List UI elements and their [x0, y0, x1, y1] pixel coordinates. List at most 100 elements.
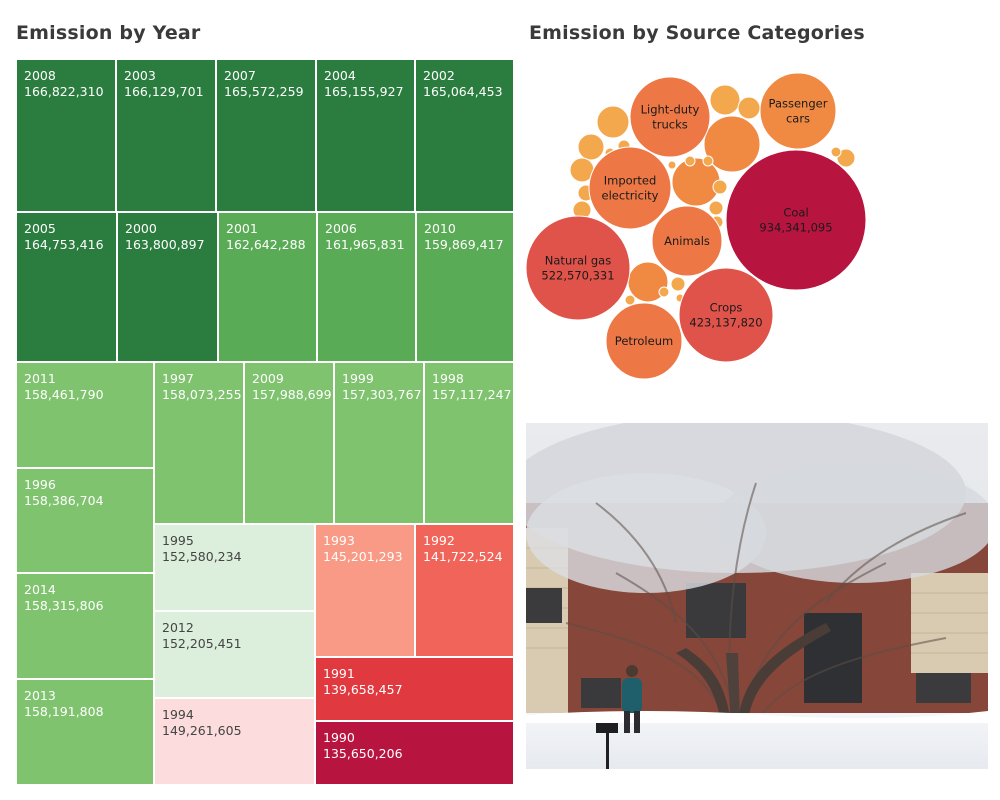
bubble-name: Crops [710, 301, 743, 315]
treemap-tile-1999: 1999 157,303,767 [334, 362, 424, 524]
bubble-animals: Animals [651, 205, 723, 277]
treemap-tile-1995: 1995 152,580,234 [154, 524, 315, 611]
small-bubble [596, 105, 630, 139]
treemap-tile-year: 1998 [432, 371, 464, 386]
small-bubble [737, 96, 761, 120]
bubble-light-duty-trucks: Light-duty trucks [629, 76, 711, 158]
treemap-tile-year: 2011 [24, 371, 56, 386]
bubble-circle [525, 215, 631, 321]
treemap-tile-value: 152,580,234 [162, 549, 242, 564]
small-bubble [708, 200, 724, 216]
small-bubble [830, 146, 842, 158]
treemap-tile-year: 2010 [424, 221, 456, 236]
treemap-tile-2003: 2003 166,129,701 [116, 59, 216, 212]
treemap-tile-1992: 1992 141,722,524 [415, 524, 514, 657]
treemap-tile-year: 2012 [162, 620, 194, 635]
bubble-value: 934,341,095 [759, 221, 832, 235]
treemap-tile-year: 2000 [125, 221, 157, 236]
treemap-tile-value: 161,965,831 [325, 237, 405, 252]
bubble-circle [629, 76, 711, 158]
treemap-tile-year: 2009 [252, 371, 284, 386]
treemap-tile-2006: 2006 161,965,831 [317, 212, 416, 362]
bubble-petroleum: Petroleum [605, 302, 683, 380]
treemap-tile-year: 1999 [342, 371, 374, 386]
treemap-tile-year: 1991 [323, 666, 355, 681]
treemap-tile-2012: 2012 152,205,451 [154, 611, 315, 698]
treemap-tile-2001: 2001 162,642,288 [218, 212, 317, 362]
treemap-tile-year: 2004 [324, 68, 356, 83]
treemap-tile-year: 2005 [24, 221, 56, 236]
small-bubble [684, 155, 696, 167]
treemap-tile-2007: 2007 165,572,259 [216, 59, 316, 212]
treemap-tile-value: 165,572,259 [224, 84, 304, 99]
treemap-tile-value: 157,988,699 [252, 387, 332, 402]
small-bubble [624, 294, 636, 306]
treemap-tile-value: 165,064,453 [423, 84, 503, 99]
bubble-value: 522,570,331 [541, 269, 614, 283]
treemap-tile-1998: 1998 157,117,247 [424, 362, 514, 524]
treemap-tile-value: 149,261,605 [162, 723, 242, 738]
treemap-tile-value: 158,461,790 [24, 387, 104, 402]
bubble-value: 423,137,820 [689, 316, 762, 330]
small-bubble [712, 179, 728, 195]
bubble-name: Coal [783, 206, 808, 220]
treemap-tile-year: 1995 [162, 533, 194, 548]
bubble-circle [759, 72, 837, 150]
treemap-tile-value: 164,753,416 [24, 237, 104, 252]
treemap-tile-value: 159,869,417 [424, 237, 504, 252]
treemap-tile-year: 1997 [162, 371, 194, 386]
treemap-tile-2011: 2011 158,461,790 [16, 362, 154, 468]
treemap-tile-year: 1994 [162, 707, 194, 722]
bubble-name: Passenger cars [769, 97, 828, 126]
treemap-tile-year: 2001 [226, 221, 258, 236]
treemap-title: Emission by Year [16, 22, 201, 44]
treemap-tile-year: 2007 [224, 68, 256, 83]
treemap-tile-1994: 1994 149,261,605 [154, 698, 315, 785]
treemap-tile-value: 166,822,310 [24, 84, 104, 99]
treemap-tile-year: 1993 [323, 533, 355, 548]
small-bubble [667, 160, 677, 170]
treemap-tile-value: 158,386,704 [24, 493, 104, 508]
treemap-tile-value: 145,201,293 [323, 549, 403, 564]
treemap-tile-value: 158,073,255 [162, 387, 242, 402]
treemap-tile-value: 163,800,897 [125, 237, 205, 252]
treemap-tile-2005: 2005 164,753,416 [16, 212, 117, 362]
treemap-tile-value: 152,205,451 [162, 636, 242, 651]
treemap-tile-year: 1992 [423, 533, 455, 548]
treemap-tile-value: 157,303,767 [342, 387, 422, 402]
treemap-tile-value: 141,722,524 [423, 549, 503, 564]
treemap-tile-2013: 2013 158,191,808 [16, 679, 154, 785]
bubble-name: Petroleum [615, 334, 673, 348]
treemap-tile-1996: 1996 158,386,704 [16, 468, 154, 573]
treemap-tile-value: 139,658,457 [323, 682, 403, 697]
bubble-circle [588, 146, 672, 230]
treemap-tile-year: 2014 [24, 582, 56, 597]
treemap-tile-2000: 2000 163,800,897 [117, 212, 218, 362]
treemap-tile-value: 157,117,247 [432, 387, 512, 402]
treemap-tile-2008: 2008 166,822,310 [16, 59, 116, 212]
bubble-circle [725, 149, 867, 291]
small-bubble [577, 133, 605, 161]
bubble-imported-electricity: Imported electricity [588, 146, 672, 230]
treemap-tile-year: 2003 [124, 68, 156, 83]
treemap-tile-value: 158,191,808 [24, 704, 104, 719]
treemap-tile-value: 162,642,288 [226, 237, 306, 252]
small-bubble [670, 276, 686, 292]
treemap-tile-1997: 1997 158,073,255 [154, 362, 244, 524]
treemap-tile-2014: 2014 158,315,806 [16, 573, 154, 679]
bubble-circle [605, 302, 683, 380]
bubble-circle [651, 205, 723, 277]
treemap-tile-year: 2006 [325, 221, 357, 236]
treemap-tile-2009: 2009 157,988,699 [244, 362, 334, 524]
bubble-passenger-cars: Passenger cars [759, 72, 837, 150]
bubble-circle [678, 267, 774, 363]
small-bubble [709, 84, 741, 116]
treemap-tile-year: 2008 [24, 68, 56, 83]
emission-by-year-treemap: 1990 135,650,206 1991 139,658,457 1992 141,72… [16, 59, 514, 785]
treemap-tile-value: 165,155,927 [324, 84, 404, 99]
treemap-tile-value: 158,315,806 [24, 598, 104, 613]
small-bubble [658, 286, 670, 298]
